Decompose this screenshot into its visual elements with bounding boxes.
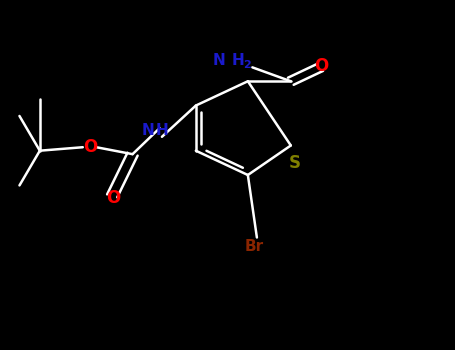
- Text: N: N: [212, 53, 225, 68]
- Text: O: O: [106, 189, 121, 206]
- Text: Br: Br: [245, 239, 264, 254]
- Text: H: H: [232, 53, 245, 68]
- Text: S: S: [288, 154, 300, 172]
- Text: H: H: [156, 123, 169, 138]
- Text: N: N: [142, 123, 154, 138]
- Text: 2: 2: [243, 60, 251, 70]
- Text: O: O: [83, 138, 98, 155]
- Text: O: O: [314, 57, 329, 75]
